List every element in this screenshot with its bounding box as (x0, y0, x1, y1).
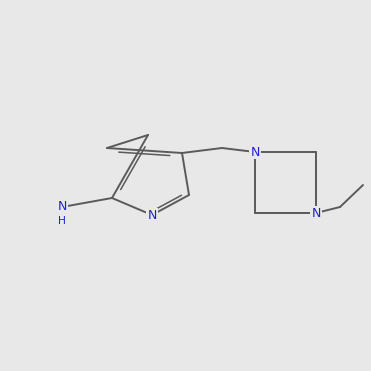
Text: N: N (147, 209, 157, 221)
Text: H: H (58, 216, 66, 226)
Text: N: N (57, 200, 67, 213)
Text: N: N (311, 207, 321, 220)
Text: N: N (250, 145, 260, 158)
